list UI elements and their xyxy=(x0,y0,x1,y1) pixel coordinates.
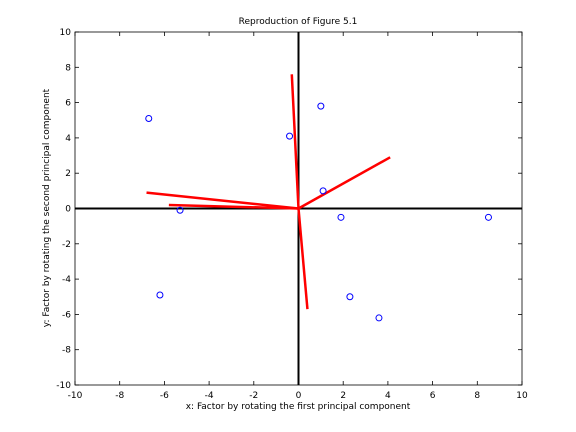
loading-vector xyxy=(297,208,309,310)
y-tick-label: -6 xyxy=(62,310,71,320)
y-tick-label: -10 xyxy=(56,381,71,391)
x-ticks-group: -10 -8 -6 -4 -2 0 2 4 6 8 10 xyxy=(68,32,528,401)
x-tick-label: -8 xyxy=(115,391,124,401)
vectors-group xyxy=(146,74,391,310)
y-tick-label: 10 xyxy=(60,28,72,38)
y-tick-label: -8 xyxy=(62,346,71,356)
points-group xyxy=(145,102,492,322)
x-tick-label: 0 xyxy=(296,391,302,401)
y-tick-label: -4 xyxy=(62,275,71,285)
x-tick-label: -10 xyxy=(68,391,83,401)
y-tick-label: 0 xyxy=(65,205,71,215)
y-tick-label: 8 xyxy=(65,63,71,73)
data-point xyxy=(319,187,327,195)
x-tick-label: -2 xyxy=(249,391,258,401)
data-point xyxy=(156,291,164,299)
y-ticks-group: -10 -8 -6 -4 -2 0 2 4 6 8 10 xyxy=(56,28,522,391)
loading-vector xyxy=(297,156,391,210)
y-tick-label: 4 xyxy=(65,134,71,144)
y-tick-label: -2 xyxy=(62,240,71,250)
loading-vector xyxy=(290,74,300,209)
data-point xyxy=(145,114,153,122)
x-tick-label: -6 xyxy=(160,391,169,401)
x-tick-label: 6 xyxy=(430,391,436,401)
data-point xyxy=(176,206,184,214)
y-tick-label: 6 xyxy=(65,99,71,109)
data-point xyxy=(317,102,325,110)
chart-title: Reproduction of Figure 5.1 xyxy=(239,17,358,27)
data-point xyxy=(337,213,345,221)
loading-vector xyxy=(146,191,299,210)
x-tick-label: 10 xyxy=(516,391,528,401)
y-tick-label: 2 xyxy=(65,169,71,179)
x-axis-label: x: Factor by rotating the first principa… xyxy=(186,402,411,412)
data-point xyxy=(286,132,294,140)
data-point xyxy=(346,293,354,301)
loading-vector xyxy=(168,203,299,210)
data-point xyxy=(484,213,492,221)
x-tick-label: -4 xyxy=(205,391,214,401)
x-tick-label: 4 xyxy=(385,391,391,401)
y-axis-label: y: Factor by rotating the second princip… xyxy=(42,88,52,327)
x-tick-label: 8 xyxy=(474,391,480,401)
x-tick-label: 2 xyxy=(340,391,346,401)
data-point xyxy=(375,314,383,322)
